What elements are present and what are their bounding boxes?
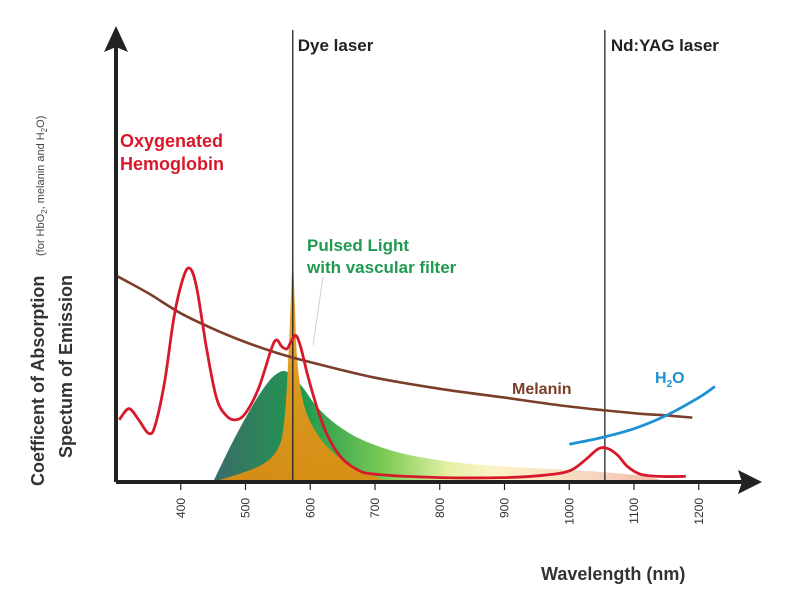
melanin-label: Melanin [512,381,572,398]
pulsed-light-label-line2: with vascular filter [306,258,457,277]
h2o-label: H2O [655,370,685,390]
hemoglobin-label-line1: Oxygenated [120,131,223,151]
y-axis-label-line2: Spectum of Emission [56,275,76,458]
x-tick-label: 1100 [627,498,641,524]
dye-laser-label: Dye laser [298,36,374,55]
x-tick-label: 800 [433,498,447,518]
x-tick-label: 1000 [562,498,576,525]
h2o-curve [568,385,716,446]
melanin-curve [115,274,693,419]
x-tick-label: 400 [174,498,188,518]
x-axis-label: Wavelength (nm) [541,564,685,584]
oxygenated-hemoglobin-curve [118,266,686,480]
pulsed-light-pointer [312,276,324,346]
dye-laser-emission-area [213,260,388,482]
x-tick-label: 700 [368,498,382,518]
x-tick-label: 1200 [692,498,706,525]
x-axis-arrow-icon [738,470,762,494]
y-axis-label-note: (for HbO2, melanin and H2O) [35,116,49,256]
ndyag-laser-label: Nd:YAG laser [611,36,719,55]
x-tick-label: 600 [303,498,317,518]
y-axis-arrow-icon [104,26,128,52]
pulsed-light-label-line1: Pulsed Light [307,236,409,255]
x-tick-label: 500 [239,498,253,518]
hemoglobin-label-line2: Hemoglobin [120,154,224,174]
x-tick-label: 900 [498,498,512,518]
y-axis-label-line1: Coefficent of Absorption [28,276,48,486]
